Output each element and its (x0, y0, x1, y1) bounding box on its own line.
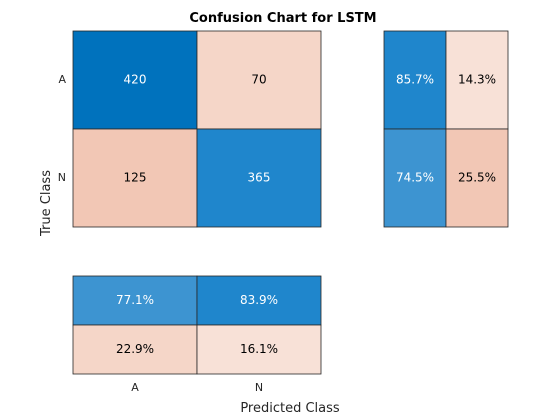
column-summary-value: 83.9% (240, 293, 278, 307)
column-summary-cell (196, 275, 322, 326)
matrix-cell-value: 125 (124, 171, 147, 185)
column-summary-value: 16.1% (240, 342, 278, 356)
matrix-cell (72, 128, 198, 228)
row-summary-cell (445, 30, 509, 130)
matrix-cell (196, 128, 322, 228)
matrix-cell-value: 365 (248, 171, 271, 185)
confusion-matrix: 420 70 125 365 (72, 30, 322, 228)
row-summary-value: 74.5% (396, 171, 434, 185)
chart-title: Confusion Chart for LSTM (189, 11, 376, 26)
matrix-cell (196, 30, 322, 130)
row-summary-cell (383, 30, 447, 130)
row-summary-cell (445, 128, 509, 228)
x-tick-label: A (131, 381, 139, 394)
row-summary-value: 25.5% (458, 171, 496, 185)
y-tick-label: N (58, 171, 66, 184)
matrix-cell (72, 30, 198, 130)
x-axis-label: Predicted Class (240, 401, 340, 416)
column-summary-cell (196, 324, 322, 375)
column-summary: 77.1% 83.9% 22.9% 16.1% (72, 275, 322, 375)
column-summary-value: 22.9% (116, 342, 154, 356)
x-tick-label: N (255, 381, 263, 394)
column-summary-value: 77.1% (116, 293, 154, 307)
y-tick-label: A (58, 73, 66, 86)
matrix-cell-value: 70 (251, 73, 266, 87)
row-summary-value: 14.3% (458, 73, 496, 87)
matrix-cell-value: 420 (124, 73, 147, 87)
y-tick-labels: AN (58, 73, 67, 184)
row-summary: 85.7% 14.3% 74.5% 25.5% (383, 30, 509, 228)
y-axis-label: True Class (39, 170, 54, 237)
row-summary-value: 85.7% (396, 73, 434, 87)
row-summary-cell (383, 128, 447, 228)
